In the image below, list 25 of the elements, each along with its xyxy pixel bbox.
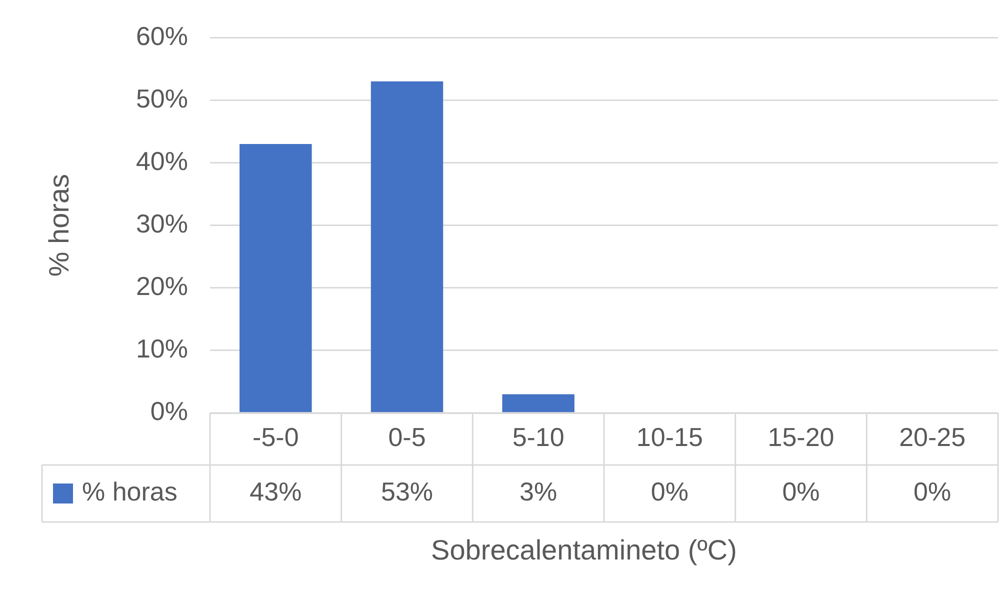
y-tick-label: 40% [136, 146, 188, 176]
y-tick-label: 50% [136, 83, 188, 114]
x-tick-label: 5-10 [512, 422, 564, 452]
legend-label: % horas [82, 476, 178, 507]
x-tick-label: 15-20 [768, 422, 834, 452]
y-tick-label: 0% [150, 396, 188, 426]
data-label: 0% [650, 476, 688, 507]
data-label: 3% [520, 476, 558, 507]
x-tick-label: 20-25 [899, 422, 966, 452]
y-tick-label: 10% [136, 334, 188, 364]
bar [240, 144, 312, 412]
y-tick-label: 30% [136, 208, 188, 238]
y-tick-label: 60% [136, 20, 188, 51]
data-label: 43% [250, 476, 302, 507]
data-label: 0% [914, 476, 952, 507]
x-tick-label: 10-15 [636, 422, 703, 452]
bar [370, 81, 444, 412]
x-axis-title: Sobrecalentamineto (ºC) [431, 534, 737, 566]
y-axis-title: % horas [44, 174, 75, 277]
y-tick-label: 20% [136, 271, 188, 302]
x-tick-label: 0-5 [388, 422, 426, 452]
bar [502, 394, 574, 412]
data-label: 0% [782, 476, 820, 507]
data-label: 53% [380, 476, 434, 507]
x-tick-label: -5-0 [252, 422, 299, 452]
